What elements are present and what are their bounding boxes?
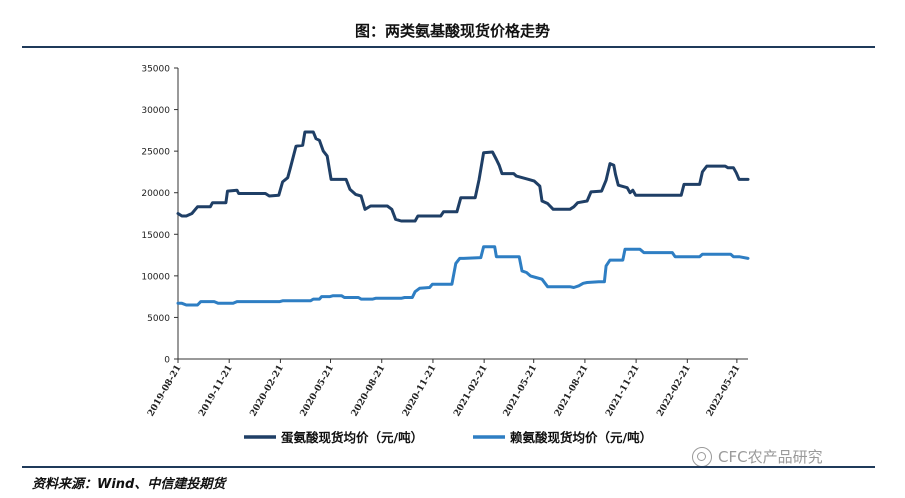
y-tick-label: 20000 [141,189,170,199]
y-tick-label: 0 [164,356,170,366]
x-tick-label: 2020-02-21 [249,364,286,419]
x-tick-label: 2019-08-21 [146,364,183,419]
watermark-text: CFC农产品研究 [718,448,823,466]
x-tick-label: 2022-02-21 [655,364,692,419]
x-tick-label: 2022-05-21 [705,364,742,419]
y-tick-label: 25000 [141,148,170,158]
y-tick-label: 10000 [141,272,170,282]
y-tick-label: 30000 [141,106,170,116]
y-tick-label: 15000 [141,231,170,241]
x-tick-label: 2020-08-21 [350,364,387,419]
x-tick-label: 2021-02-21 [452,364,489,419]
y-tick-label: 35000 [141,65,170,75]
x-tick-label: 2021-08-21 [553,364,590,419]
title-rule [22,46,875,48]
x-tick-label: 2021-05-21 [502,364,539,419]
x-tick-label: 2019-11-21 [197,364,234,419]
series-line-2 [176,245,750,307]
footer-rule [22,466,875,468]
legend-label-2: 赖氨酸现货均价（元/吨） [510,430,652,445]
y-tick-label: 5000 [147,314,170,324]
legend-label-1: 蛋氨酸现货均价（元/吨） [281,430,423,445]
wechat-logo-icon [692,446,712,467]
source-note: 资料来源：Wind、中信建投期货 [32,477,226,492]
watermark: CFC农产品研究 [692,446,823,467]
x-tick-label: 2021-11-21 [604,364,641,419]
series-line-1 [176,130,750,223]
x-tick-label: 2020-11-21 [401,364,438,419]
page-title: 图：两类氨基酸现货价格走势 [354,22,550,40]
x-tick-label: 2020-05-21 [299,364,336,419]
